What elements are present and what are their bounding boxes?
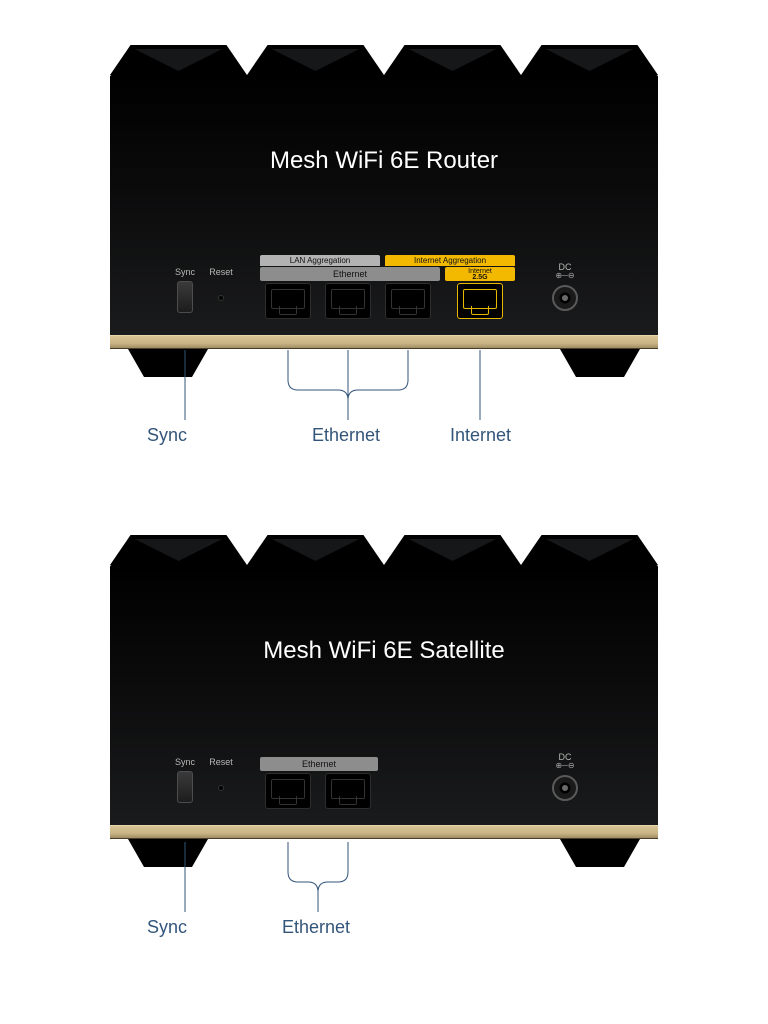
router-device: Mesh WiFi 6E Router Sync Reset LAN Aggre…: [110, 45, 658, 377]
reset-label: Reset: [206, 267, 236, 277]
sat-ethernet-port-2: [325, 773, 371, 809]
satellite-callout-ethernet: Ethernet: [282, 917, 350, 938]
internet-port: [457, 283, 503, 319]
ethernet-port-1: [265, 283, 311, 319]
sat-reset-hole: [218, 785, 224, 791]
satellite-port-row: Sync Reset Ethernet DC ⊕─⊖: [110, 745, 658, 815]
router-body: Mesh WiFi 6E Router Sync Reset LAN Aggre…: [110, 75, 658, 335]
sat-dc-jack: [552, 775, 578, 801]
router-title: Mesh WiFi 6E Router: [110, 147, 658, 175]
internet-label-bar: Internet 2.5G: [445, 267, 515, 281]
router-gold-band: [110, 335, 658, 349]
sat-reset-label: Reset: [206, 757, 236, 767]
satellite-title: Mesh WiFi 6E Satellite: [110, 637, 658, 665]
sat-ethernet-label-bar: Ethernet: [260, 757, 378, 771]
sync-button: [177, 281, 193, 313]
satellite-callouts-svg: [110, 842, 658, 1002]
sat-ethernet-port-1: [265, 773, 311, 809]
sat-dc-symbol-icon: ⊕─⊖: [550, 762, 580, 770]
sat-sync-button: [177, 771, 193, 803]
satellite-device: Mesh WiFi 6E Satellite Sync Reset Ethern…: [110, 535, 658, 867]
reset-hole: [218, 295, 224, 301]
satellite-body: Mesh WiFi 6E Satellite Sync Reset Ethern…: [110, 565, 658, 825]
satellite-callout-sync: Sync: [147, 917, 187, 938]
ethernet-label-bar: Ethernet: [260, 267, 440, 281]
dc-symbol-icon: ⊕─⊖: [550, 272, 580, 280]
router-callout-sync: Sync: [147, 425, 187, 446]
internet-aggregation-label: Internet Aggregation: [385, 255, 515, 266]
router-callout-internet: Internet: [450, 425, 511, 446]
router-antennas: [110, 45, 658, 75]
router-callouts-svg: [110, 350, 658, 510]
satellite-gold-band: [110, 825, 658, 839]
internet-speed-label: 2.5G: [445, 275, 515, 281]
ethernet-port-3: [385, 283, 431, 319]
lan-aggregation-label: LAN Aggregation: [260, 255, 380, 266]
router-port-row: Sync Reset LAN Aggregation Internet Aggr…: [110, 255, 658, 325]
sync-label: Sync: [170, 267, 200, 277]
router-callout-ethernet: Ethernet: [312, 425, 380, 446]
sat-sync-label: Sync: [170, 757, 200, 767]
ethernet-port-2: [325, 283, 371, 319]
dc-jack: [552, 285, 578, 311]
satellite-antennas: [110, 535, 658, 565]
